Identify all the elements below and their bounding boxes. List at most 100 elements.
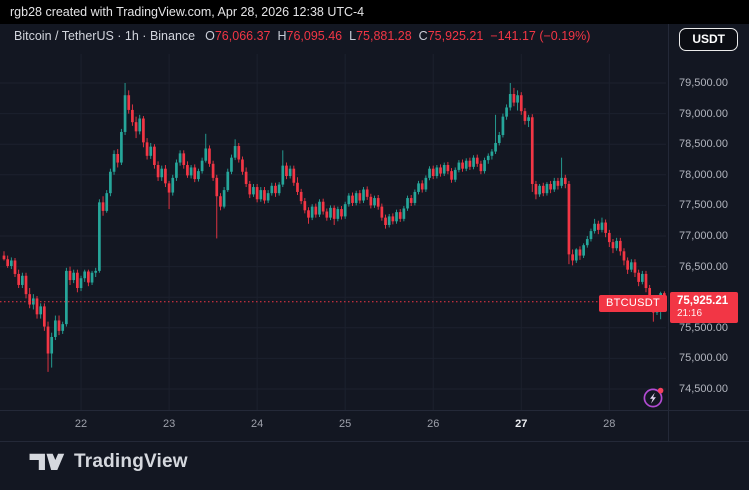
candle xyxy=(303,201,307,211)
price-axis-label: 78,500.00 xyxy=(679,138,728,151)
candle xyxy=(571,254,574,261)
candle xyxy=(39,306,43,315)
price-axis[interactable]: 79,500.00 79,000.00 78,500.00 78,000.00 77,5… xyxy=(669,24,749,410)
attribution-text: rgb28 created with TradingView.com, Apr … xyxy=(10,5,365,19)
candle xyxy=(530,117,534,184)
candle xyxy=(519,95,523,112)
candle xyxy=(567,183,571,255)
candle xyxy=(200,160,204,172)
candle xyxy=(138,118,142,132)
symbol-title[interactable]: Bitcoin / TetherUS · 1h · Binance xyxy=(14,29,196,43)
price-axis-label: 77,500.00 xyxy=(679,199,728,212)
tradingview-logo[interactable]: TradingView xyxy=(28,449,188,474)
candle xyxy=(79,278,83,289)
price-axis-divider xyxy=(668,24,669,441)
candle xyxy=(505,107,508,117)
time-axis-label: 28 xyxy=(603,418,616,430)
candle xyxy=(428,168,431,178)
candle xyxy=(281,165,285,185)
candle xyxy=(145,142,149,156)
price-axis-label: 78,000.00 xyxy=(679,168,728,181)
candle xyxy=(538,185,541,195)
ohlc-open: O76,066.37 xyxy=(205,29,271,43)
candle xyxy=(87,271,90,283)
candle xyxy=(9,260,13,266)
candle xyxy=(560,177,563,186)
candle xyxy=(83,271,87,279)
candle xyxy=(94,270,98,273)
time-axis-label: 27 xyxy=(515,418,528,430)
candle xyxy=(633,262,637,273)
candle xyxy=(164,168,167,184)
candle xyxy=(252,187,255,195)
candle xyxy=(6,259,10,266)
candle xyxy=(65,270,68,325)
symbol-price-flag: BTCUSDT xyxy=(598,295,667,312)
candle xyxy=(24,275,28,295)
candle xyxy=(354,193,358,203)
candle xyxy=(347,195,351,205)
candle xyxy=(461,162,464,169)
candle xyxy=(578,249,582,256)
candle xyxy=(61,324,65,331)
candle xyxy=(343,204,347,217)
candle xyxy=(483,160,486,172)
candle xyxy=(233,146,237,158)
tradingview-logo-text: TradingView xyxy=(74,450,188,472)
candle xyxy=(600,222,604,230)
candle xyxy=(472,157,475,167)
candle xyxy=(20,275,24,285)
candle xyxy=(534,183,538,195)
candle xyxy=(35,298,39,315)
candle xyxy=(112,153,116,172)
candle xyxy=(589,231,593,240)
candle xyxy=(329,207,332,218)
price-axis-label: 79,500.00 xyxy=(679,77,728,89)
candle xyxy=(358,193,362,201)
candle xyxy=(241,159,244,172)
candle xyxy=(420,183,424,190)
candle xyxy=(365,189,369,197)
candle xyxy=(288,168,292,177)
candle xyxy=(226,171,230,191)
candle xyxy=(109,171,112,194)
candle xyxy=(435,167,439,177)
candle xyxy=(17,273,21,285)
candle xyxy=(54,320,57,337)
candle xyxy=(57,320,61,331)
candle xyxy=(644,273,648,289)
candle xyxy=(486,155,490,161)
candle xyxy=(266,193,270,201)
flash-boost-icon[interactable] xyxy=(642,385,670,411)
candle xyxy=(618,240,622,252)
candle xyxy=(98,202,101,271)
candle xyxy=(171,177,175,193)
candle xyxy=(142,118,145,143)
time-axis[interactable]: 22 23 24 25 26 27 28 xyxy=(0,411,668,441)
candle xyxy=(175,162,178,178)
footer-divider xyxy=(0,441,749,442)
candle xyxy=(615,240,618,249)
candle xyxy=(277,184,281,194)
candle xyxy=(468,160,472,167)
candle xyxy=(28,294,32,305)
candle xyxy=(626,260,629,270)
time-axis-label: 22 xyxy=(74,418,88,430)
candle xyxy=(497,135,501,143)
candle xyxy=(50,336,54,354)
current-price-value: 75,925.21 xyxy=(677,295,729,307)
candle xyxy=(296,182,299,192)
candle xyxy=(453,169,457,180)
candle xyxy=(248,183,252,195)
currency-toggle-button[interactable]: USDT xyxy=(679,28,738,51)
candle xyxy=(120,131,123,163)
candle xyxy=(395,212,398,222)
candle xyxy=(585,239,589,246)
candle xyxy=(325,211,329,218)
chart-canvas[interactable] xyxy=(0,24,668,441)
candle xyxy=(90,272,94,283)
candle xyxy=(274,185,277,194)
price-axis-label: 76,500.00 xyxy=(679,260,728,273)
candle xyxy=(380,206,384,218)
